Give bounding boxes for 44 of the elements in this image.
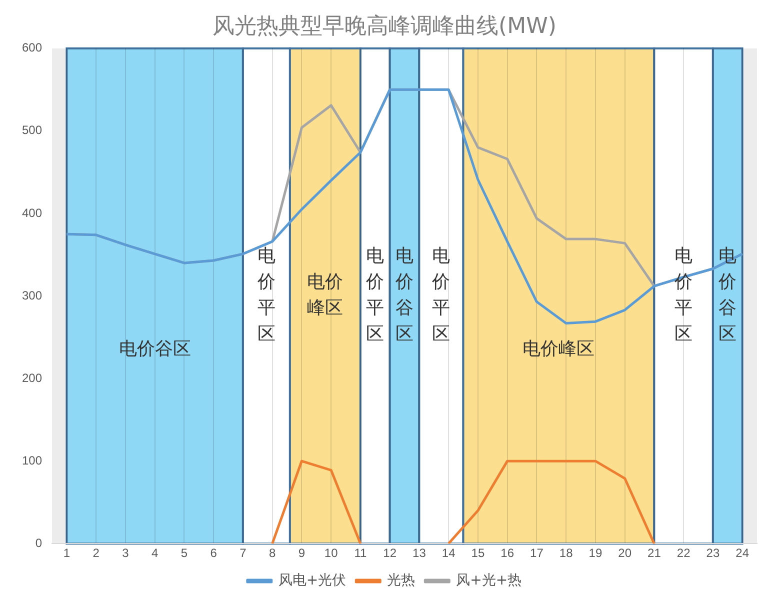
band-label: 电价平区 xyxy=(674,246,693,345)
band-label: 电价峰区 xyxy=(522,338,595,360)
y-tick-label: 600 xyxy=(22,40,42,55)
x-tick-label: 22 xyxy=(676,546,691,560)
x-tick-label: 24 xyxy=(736,546,750,560)
x-tick-label: 15 xyxy=(471,546,485,560)
x-tick-label: 13 xyxy=(412,546,426,560)
legend-label: 风+光+热 xyxy=(456,572,522,589)
x-tick-label: 16 xyxy=(500,546,514,560)
band-label: 电价平区 xyxy=(431,246,450,345)
legend-label: 光热 xyxy=(387,572,416,589)
x-tick-label: 21 xyxy=(648,546,662,560)
x-tick-label: 8 xyxy=(268,546,276,560)
x-tick-label: 14 xyxy=(442,546,456,560)
x-tick-label: 18 xyxy=(559,546,574,560)
chart-title: 风光热典型早晚高峰调峰曲线(MW) xyxy=(212,14,556,39)
band-label: 电价谷区 xyxy=(394,246,414,345)
x-tick-label: 2 xyxy=(92,546,100,560)
band-label: 电价谷区 xyxy=(118,338,191,360)
x-tick-label: 9 xyxy=(298,546,306,560)
y-tick-label: 0 xyxy=(35,536,42,550)
y-tick-label: 300 xyxy=(22,288,42,302)
x-tick-label: 10 xyxy=(324,546,338,560)
x-tick-label: 4 xyxy=(151,546,158,560)
band-label: 电价平区 xyxy=(365,246,384,345)
x-tick-label: 1 xyxy=(63,546,70,560)
band-label: 电价平区 xyxy=(256,246,276,345)
x-tick-label: 6 xyxy=(210,546,218,560)
x-tick-label: 20 xyxy=(618,546,632,560)
y-tick-label: 500 xyxy=(22,123,42,138)
x-tick-label: 12 xyxy=(383,546,397,560)
x-tick-label: 3 xyxy=(122,546,130,560)
y-tick-label: 400 xyxy=(22,206,42,220)
x-tick-label: 5 xyxy=(180,546,188,560)
y-tick-label: 100 xyxy=(22,453,42,468)
band-label: 电价谷区 xyxy=(718,246,737,345)
x-tick-label: 7 xyxy=(240,546,247,560)
x-tick-label: 23 xyxy=(706,546,720,560)
y-tick-label: 200 xyxy=(22,370,42,385)
x-tick-label: 19 xyxy=(588,546,602,560)
band-label: 电价峰区 xyxy=(307,272,344,319)
legend-label: 风电+光伏 xyxy=(278,572,346,589)
x-tick-label: 17 xyxy=(530,546,544,560)
x-tick-label: 11 xyxy=(354,546,367,560)
